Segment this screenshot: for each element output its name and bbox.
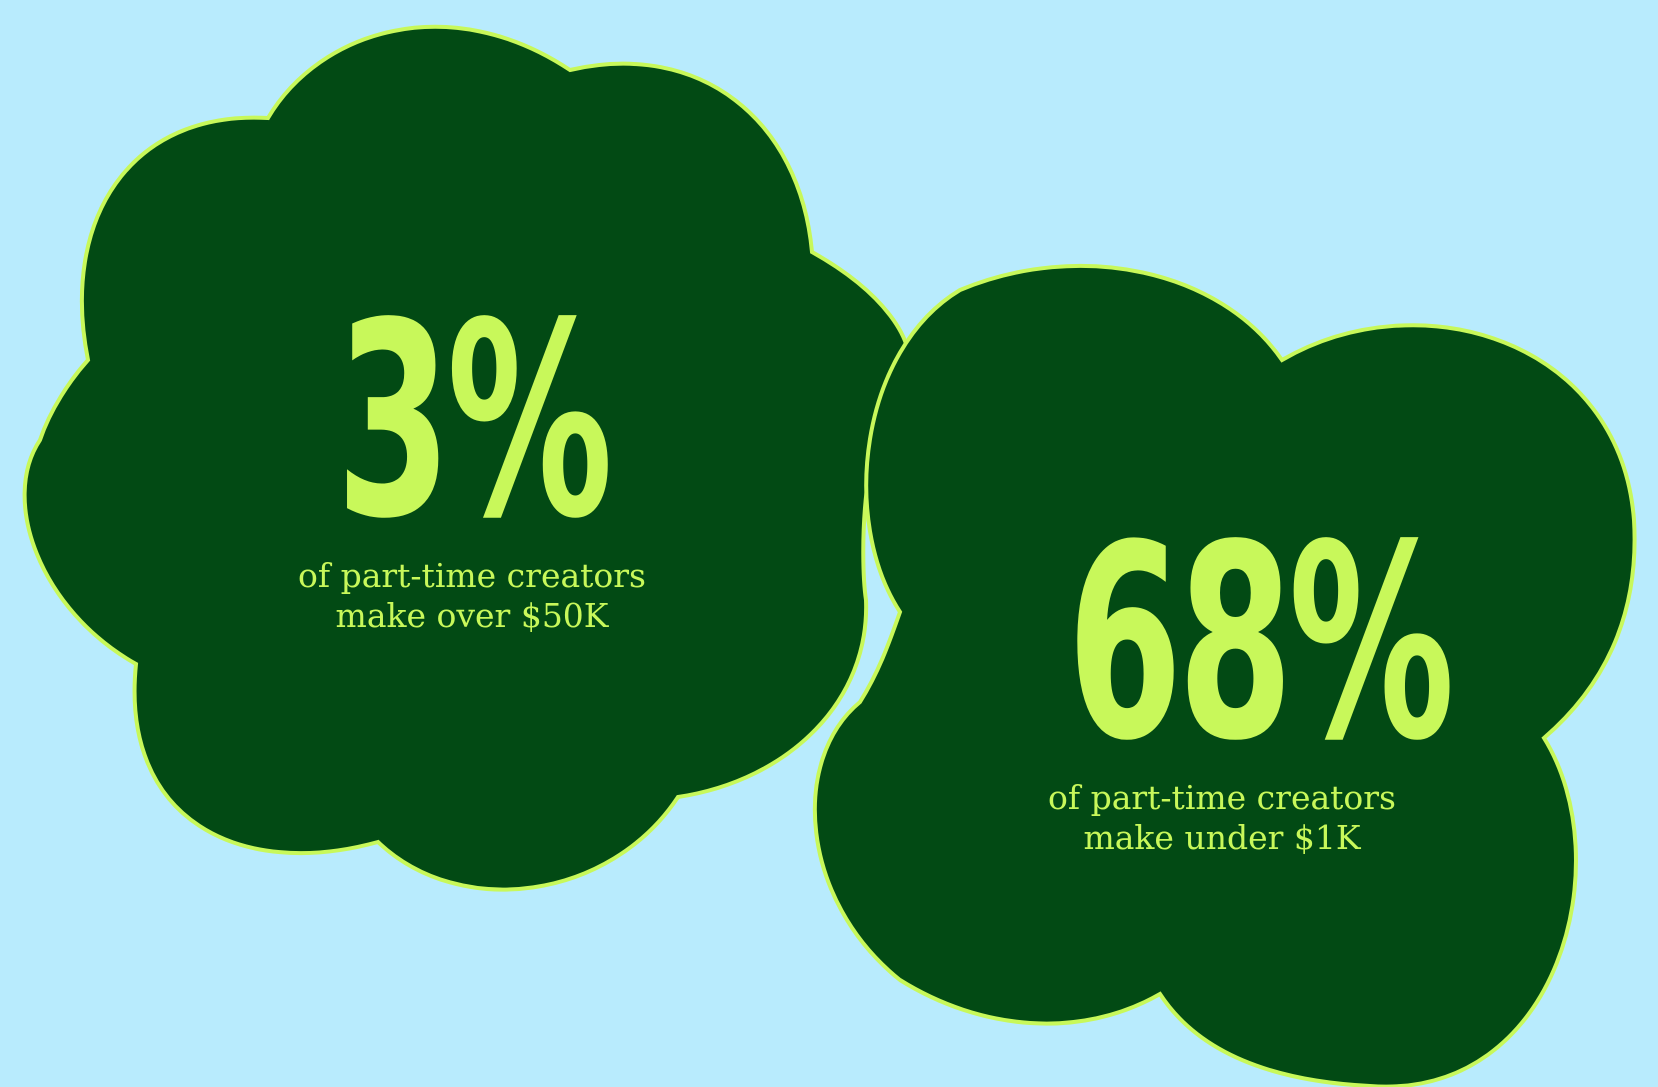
stat-value-right: 68%: [1067, 488, 1455, 800]
stat-caption-right-line-1: of part-time creators: [1048, 778, 1396, 817]
stat-value-left: 3%: [335, 266, 613, 578]
flower-blob-right-shape: [812, 264, 1637, 1087]
stat-caption-left-line-1: of part-time creators: [298, 556, 646, 595]
stat-caption-left-line-2: make over $50K: [335, 596, 609, 635]
stat-caption-right-line-2: make under $1K: [1083, 818, 1361, 857]
flower-blob-left-shape: [22, 24, 913, 892]
stat-card-left: 3% of part-time creators make over $50K: [236, 288, 708, 636]
stat-card-right: 68% of part-time creators make under $1K: [972, 510, 1472, 858]
